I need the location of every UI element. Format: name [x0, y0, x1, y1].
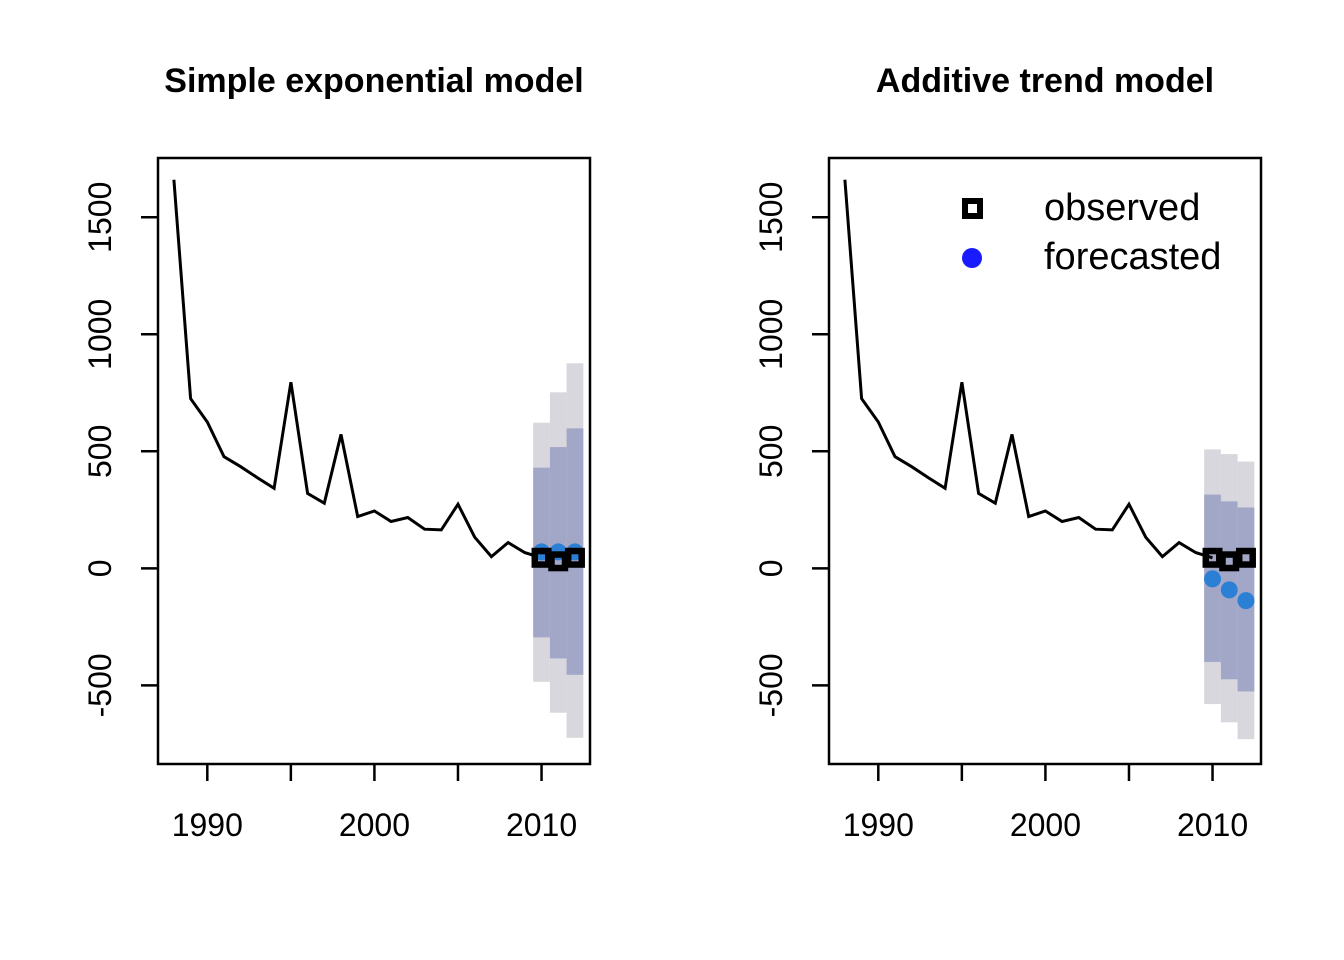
legend-item-observed: observed: [946, 184, 1221, 233]
x-tick-label: 2010: [506, 807, 577, 843]
x-tick-label: 2010: [1177, 807, 1248, 843]
forecast-point: [1204, 570, 1222, 588]
y-tick-label: 1500: [753, 182, 789, 253]
y-tick-label: 1000: [82, 299, 118, 370]
x-tick-label: 2000: [1010, 807, 1081, 843]
legend-label-forecasted: forecasted: [1044, 236, 1222, 278]
legend-symbol-slot: [946, 198, 998, 219]
x-tick-label: 2000: [339, 807, 410, 843]
legend: observed forecasted: [946, 184, 1221, 282]
filled-circle-icon: [962, 247, 982, 268]
x-tick-label: 1990: [172, 807, 243, 843]
legend-symbol-slot: [946, 247, 998, 268]
panel-title-additive-trend: Additive trend model: [875, 62, 1215, 100]
y-tick-label: -500: [82, 653, 118, 717]
forecast-point: [1237, 592, 1255, 610]
panel-title-simple-exponential: Simple exponential model: [164, 62, 584, 100]
series-line: [843, 179, 1213, 560]
y-tick-label: -500: [753, 653, 789, 717]
plot-box: [156, 156, 592, 766]
y-tick-label: 0: [753, 559, 789, 577]
observed-point: [1235, 547, 1256, 568]
legend-label-observed: observed: [1044, 187, 1201, 229]
forecast-point: [1220, 581, 1238, 599]
open-square-icon: [961, 198, 983, 219]
y-tick-label: 0: [82, 559, 118, 577]
y-tick-label: 500: [753, 425, 789, 478]
x-tick-label: 1990: [843, 807, 914, 843]
y-tick-label: 500: [82, 425, 118, 478]
y-tick-label: 1000: [753, 299, 789, 370]
series-line: [172, 179, 542, 560]
legend-item-forecasted: forecasted: [946, 233, 1221, 282]
y-tick-label: 1500: [82, 182, 118, 253]
observed-point: [564, 547, 585, 568]
